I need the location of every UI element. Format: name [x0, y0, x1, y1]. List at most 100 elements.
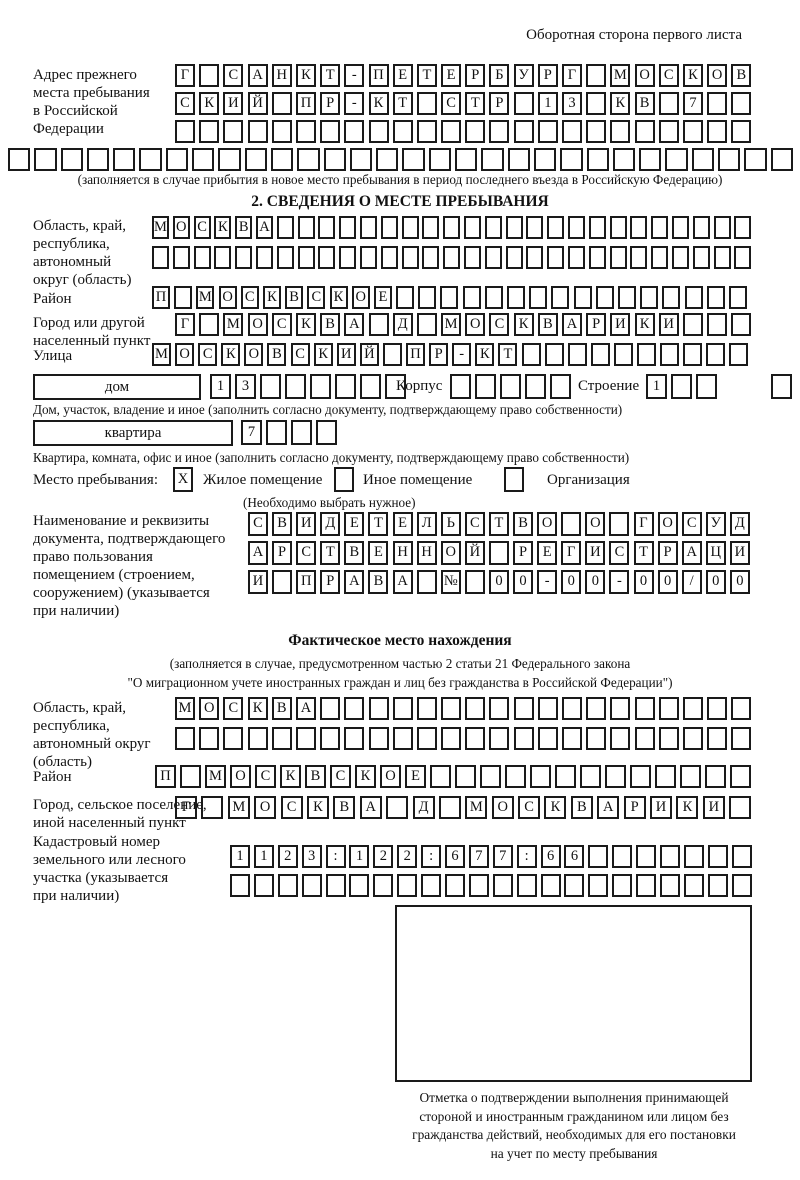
char-cell[interactable] [718, 148, 741, 171]
char-cell[interactable]: Д [729, 512, 750, 536]
char-cell[interactable]: В [537, 313, 558, 336]
char-cell[interactable] [609, 512, 630, 536]
char-cell[interactable]: Е [373, 286, 392, 309]
char-cell[interactable]: К [262, 286, 281, 309]
char-cell[interactable]: К [676, 796, 699, 819]
char-cell[interactable]: Н [392, 541, 413, 565]
char-cell[interactable] [665, 148, 688, 171]
char-cell[interactable]: В [235, 216, 253, 239]
char-cell[interactable] [291, 420, 312, 445]
char-cell[interactable]: О [491, 796, 514, 819]
char-cell[interactable] [376, 148, 399, 171]
char-cell[interactable] [500, 374, 521, 399]
char-cell[interactable]: В [368, 570, 389, 594]
char-cell[interactable] [462, 286, 481, 309]
char-cell[interactable] [386, 796, 409, 819]
char-cell[interactable] [729, 343, 749, 366]
char-cell[interactable] [60, 148, 83, 171]
char-cell[interactable] [335, 374, 356, 399]
char-cell[interactable] [441, 697, 462, 720]
char-cell[interactable] [683, 845, 704, 868]
char-cell[interactable]: С [658, 64, 679, 87]
char-cell[interactable] [392, 697, 413, 720]
char-cell[interactable]: Т [633, 541, 654, 565]
char-cell[interactable] [610, 727, 631, 750]
char-cell[interactable]: И [585, 541, 606, 565]
char-cell[interactable] [744, 148, 767, 171]
char-cell[interactable] [513, 697, 534, 720]
char-cell[interactable] [443, 246, 461, 269]
char-cell[interactable]: - [452, 343, 472, 366]
char-cell[interactable]: 2 [397, 845, 418, 868]
char-cell[interactable]: К [475, 343, 495, 366]
char-cell[interactable]: К [306, 796, 329, 819]
char-cell[interactable] [713, 246, 731, 269]
char-cell[interactable] [526, 246, 544, 269]
char-cell[interactable] [595, 286, 614, 309]
char-cell[interactable]: М [441, 313, 462, 336]
char-cell[interactable] [475, 374, 496, 399]
char-cell[interactable] [402, 148, 425, 171]
char-cell[interactable]: М [610, 64, 631, 87]
char-cell[interactable] [639, 148, 662, 171]
char-cell[interactable]: № [440, 570, 461, 594]
char-cell[interactable]: 2 [373, 845, 394, 868]
char-cell[interactable] [707, 845, 728, 868]
char-cell[interactable] [706, 343, 726, 366]
char-cell[interactable]: 3 [301, 845, 322, 868]
char-cell[interactable] [320, 697, 341, 720]
char-cell[interactable] [468, 874, 489, 897]
char-cell[interactable]: Т [320, 64, 341, 87]
char-cell[interactable] [731, 313, 752, 336]
char-cell[interactable] [540, 874, 561, 897]
char-cell[interactable] [610, 697, 631, 720]
char-cell[interactable]: О [657, 512, 678, 536]
char-cell[interactable]: М [152, 216, 169, 239]
char-cell[interactable]: : [516, 845, 537, 868]
char-cell[interactable] [223, 727, 244, 750]
char-cell[interactable]: 6 [540, 845, 561, 868]
char-cell[interactable]: У [705, 512, 726, 536]
char-cell[interactable]: М [205, 765, 226, 788]
char-cell[interactable]: 1 [230, 845, 250, 868]
char-cell[interactable]: В [513, 512, 534, 536]
char-cell[interactable] [428, 148, 452, 171]
char-cell[interactable] [707, 120, 728, 143]
char-cell[interactable]: Е [392, 64, 413, 87]
char-cell[interactable] [218, 148, 241, 171]
char-cell[interactable] [586, 697, 607, 720]
char-cell[interactable]: С [464, 512, 485, 536]
char-cell[interactable] [636, 343, 656, 366]
char-cell[interactable] [561, 512, 582, 536]
char-cell[interactable]: 7 [492, 845, 513, 868]
char-cell[interactable] [588, 216, 606, 239]
char-cell[interactable]: О [537, 512, 558, 536]
char-cell[interactable]: Р [320, 92, 341, 115]
char-cell[interactable] [316, 420, 337, 445]
char-cell[interactable] [489, 120, 510, 143]
char-cell[interactable] [588, 246, 606, 269]
char-cell[interactable]: Ц [705, 541, 726, 565]
char-cell[interactable] [199, 313, 220, 336]
char-cell[interactable] [266, 420, 287, 445]
char-cell[interactable] [617, 286, 636, 309]
char-cell[interactable] [244, 148, 267, 171]
char-cell[interactable]: К [295, 64, 316, 87]
char-cell[interactable]: М [175, 697, 195, 720]
char-cell[interactable]: Г [175, 313, 195, 336]
char-cell[interactable] [297, 246, 315, 269]
char-cell[interactable]: Р [489, 92, 510, 115]
char-cell[interactable]: К [329, 286, 348, 309]
char-cell[interactable] [562, 120, 582, 143]
char-cell[interactable] [529, 286, 548, 309]
char-cell[interactable]: К [544, 796, 567, 819]
char-cell[interactable] [349, 148, 373, 171]
char-cell[interactable] [605, 765, 626, 788]
char-cell[interactable]: 0 [513, 570, 534, 594]
char-cell[interactable]: 0 [561, 570, 582, 594]
char-cell[interactable]: - [344, 64, 365, 87]
char-cell[interactable]: / [681, 570, 702, 594]
char-cell[interactable] [734, 246, 752, 269]
char-cell[interactable] [682, 727, 703, 750]
char-cell[interactable]: В [731, 64, 752, 87]
